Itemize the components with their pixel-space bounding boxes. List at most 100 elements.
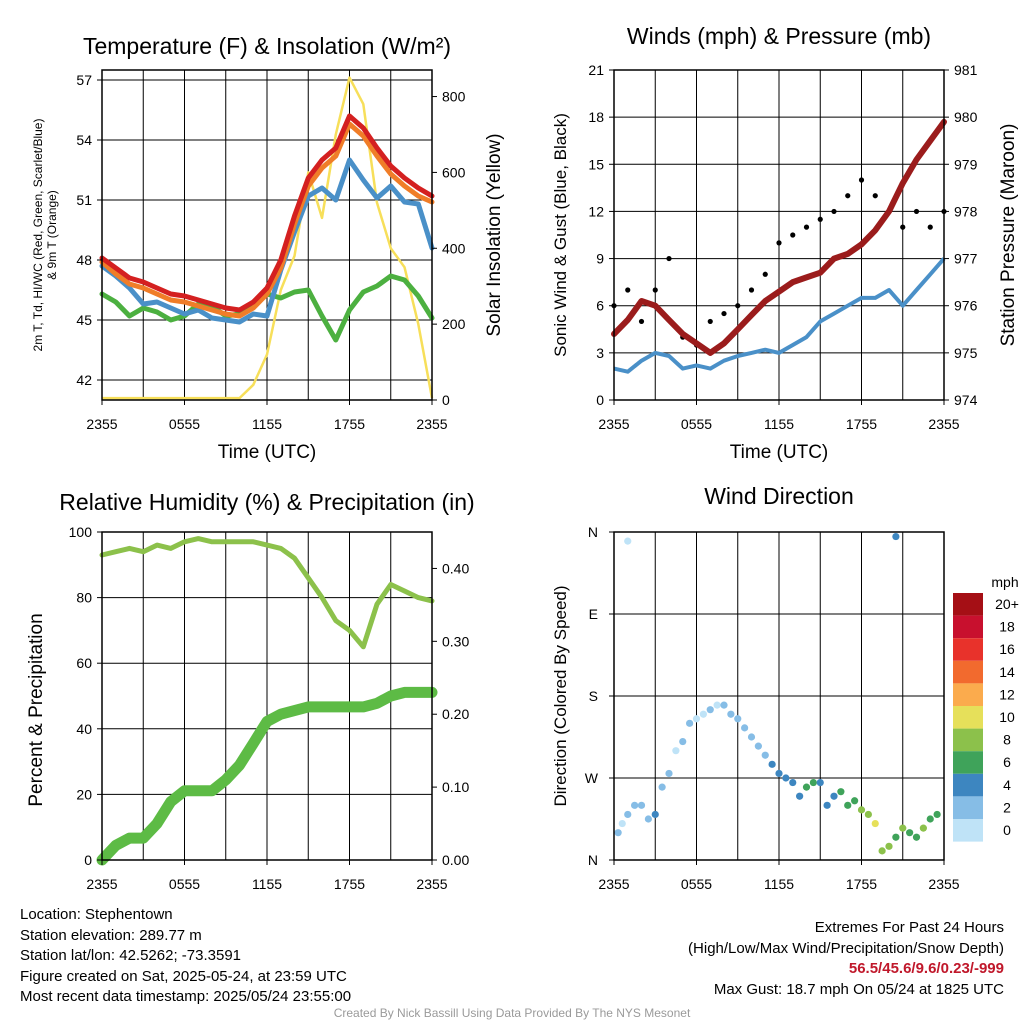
- direction-point: [672, 747, 680, 755]
- dir-x-tick-label: 0555: [681, 876, 712, 892]
- wind-y2-tick-label: 979: [954, 156, 978, 172]
- legend-label: 16: [999, 641, 1015, 657]
- legend-swatch: [953, 706, 983, 729]
- wind-x-tick-label: 1155: [764, 416, 794, 432]
- direction-point: [933, 810, 941, 819]
- rh-x-tick-label: 1155: [252, 876, 282, 892]
- temp-series-line: [99, 121, 435, 319]
- direction-point: [885, 842, 893, 850]
- direction-point: [892, 532, 900, 541]
- gust-point: [625, 287, 631, 293]
- wind-y-tick-label: 3: [596, 345, 604, 361]
- direction-point: [919, 824, 927, 832]
- direction-point: [837, 788, 845, 796]
- direction-point: [892, 833, 900, 841]
- temp-x-tick-label: 1755: [334, 416, 365, 432]
- temp-x-tick-label: 2355: [416, 416, 447, 432]
- dir-y-tick-label: N: [588, 852, 598, 868]
- temp-y-tick-label: 54: [76, 132, 92, 148]
- wind-y2-axis-label: Station Pressure (Maroon): [998, 124, 1019, 347]
- temp-x-tick-label: 1155: [252, 416, 282, 432]
- temp-y2-tick-label: 400: [442, 240, 466, 256]
- latlon-text: Station lat/lon: 42.5262; -73.3591: [20, 947, 242, 964]
- temp-x-tick-label: 2355: [86, 416, 117, 432]
- created-text: Figure created on Sat, 2025-05-24, at 23…: [20, 967, 347, 985]
- rh-x-tick-label: 1755: [334, 876, 365, 892]
- direction-point: [761, 751, 769, 759]
- gust-point: [845, 193, 851, 199]
- rh-x-tick-label: 2355: [86, 876, 117, 892]
- direction-point: [720, 701, 728, 709]
- dir-y-axis-label: Direction (Colored By Speed): [551, 585, 570, 806]
- rh-chart-title: Relative Humidity (%) & Precipitation (i…: [59, 489, 474, 515]
- legend-label: 14: [999, 664, 1015, 680]
- wind-y2-tick-label: 977: [954, 251, 978, 267]
- recent-text: Most recent data timestamp: 2025/05/24 2…: [20, 988, 352, 1005]
- direction-point: [706, 706, 714, 714]
- direction-point: [878, 847, 886, 855]
- location-text: Location: Stephentown: [20, 906, 173, 923]
- direction-point: [809, 778, 817, 787]
- legend-swatch: [953, 660, 983, 684]
- wind-y-tick-label: 0: [596, 392, 604, 408]
- legend-swatch: [953, 728, 983, 752]
- dir-x-tick-label: 1155: [764, 876, 794, 892]
- temp-y2-axis-label: Solar Insolation (Yellow): [484, 133, 505, 336]
- legend-label: 8: [1003, 732, 1011, 748]
- direction-point: [741, 724, 749, 732]
- legend-swatch: [953, 683, 983, 706]
- temp-chart-title: Temperature (F) & Insolation (W/m²): [83, 33, 451, 59]
- legend-label: 2: [1003, 799, 1011, 815]
- direction-point: [906, 829, 914, 837]
- direction-point: [637, 801, 646, 809]
- direction-point: [789, 778, 797, 787]
- direction-point: [651, 810, 659, 819]
- relative-humidity-line: [99, 536, 435, 650]
- station-pressure-line: [611, 118, 947, 356]
- direction-point: [644, 815, 652, 823]
- direction-point: [624, 537, 632, 545]
- temp-series-line: [99, 157, 435, 325]
- legend-label: 10: [999, 709, 1015, 725]
- wind-y-tick-label: 6: [596, 298, 604, 314]
- wind-chart-title: Winds (mph) & Pressure (mb): [627, 23, 931, 49]
- direction-point: [775, 769, 783, 778]
- rh-x-tick-label: 0555: [169, 876, 200, 892]
- temp-y-tick-label: 45: [76, 312, 92, 328]
- direction-point: [851, 797, 859, 805]
- gust-point: [666, 255, 672, 262]
- credit-text: Created By Nick Bassill Using Data Provi…: [333, 1006, 691, 1020]
- dir-y-tick-label: E: [589, 606, 598, 622]
- dir-chart-title: Wind Direction: [704, 483, 854, 509]
- direction-point: [658, 783, 666, 791]
- rh-x-tick-label: 2355: [416, 876, 447, 892]
- legend-label: 20+: [995, 596, 1019, 612]
- wind-y-tick-label: 18: [588, 109, 604, 125]
- temp-y2-tick-label: 0: [442, 392, 450, 408]
- legend-swatch: [953, 593, 983, 616]
- temp-y2-tick-label: 600: [442, 164, 466, 180]
- direction-point: [926, 815, 934, 823]
- gust-point: [638, 318, 645, 325]
- gust-point: [900, 224, 906, 230]
- wind-y2-tick-label: 976: [954, 298, 978, 314]
- direction-point: [871, 819, 879, 828]
- direction-point: [747, 733, 756, 741]
- temp-y2-tick-label: 800: [442, 89, 466, 105]
- direction-point: [796, 792, 804, 800]
- dir-x-tick-label: 2355: [598, 876, 629, 892]
- legend-label: 4: [1003, 777, 1011, 793]
- direction-point: [631, 801, 639, 809]
- direction-point: [816, 778, 824, 787]
- legend-swatch: [953, 773, 983, 797]
- wind-y2-tick-label: 981: [954, 62, 978, 78]
- legend-label: 12: [999, 686, 1015, 702]
- rh-y2-tick-label: 0.10: [442, 779, 469, 795]
- wind-x-tick-label: 2355: [928, 416, 959, 432]
- rh-y2-tick-label: 0.00: [442, 852, 469, 868]
- temp-series-line: [99, 113, 435, 313]
- direction-point: [802, 783, 811, 791]
- direction-point: [624, 810, 632, 819]
- wind-x-tick-label: 1755: [846, 416, 877, 432]
